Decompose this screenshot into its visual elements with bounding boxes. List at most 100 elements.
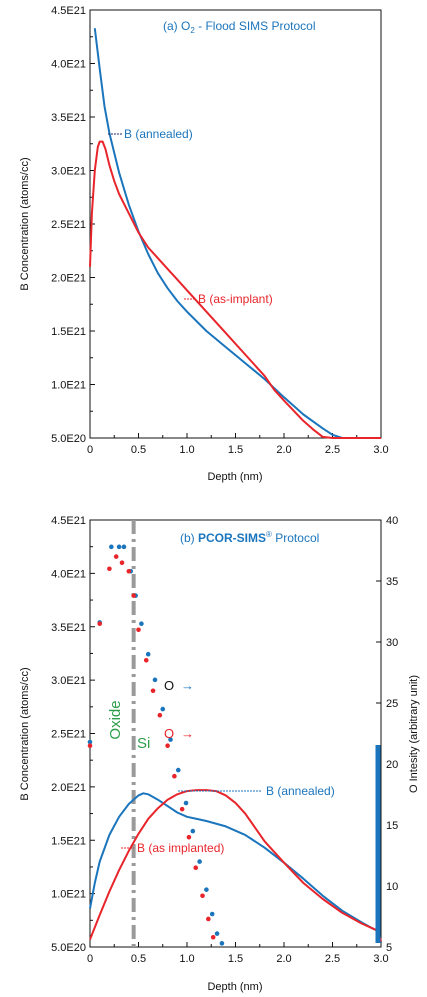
oxygen-point-as-implanted [179,806,185,812]
oxygen-point-annealed [160,706,166,712]
x-tick-label: 1.0 [179,444,194,456]
y2-tick-label: 15 [386,820,398,832]
panel-b-asimplant-label: B (as implanted) [137,841,224,855]
oxygen-point-as-implanted [165,743,170,748]
oxygen-point-annealed [121,544,127,550]
x-tick-label: 3.0 [373,444,388,456]
o-asimplant-label: O [164,726,174,741]
oxygen-point-as-implanted [172,773,177,779]
panel-b-title: (b) PCOR-SIMS® Protocol [180,530,319,545]
oxygen-point-as-implanted [206,916,211,922]
y-tick-label: 5.0E20 [51,942,86,954]
y-tick-label: 4.5E21 [51,5,86,17]
x-tick-label: 1.5 [228,444,243,456]
panel-a-x-label: Depth (nm) [207,471,262,483]
panel-b-chart: 0 0.5 1.0 1.5 2.0 2.5 3.0 5.0E20 1.0E21 1.5E21 2.… [19,515,420,993]
oxygen-point-annealed [190,828,196,834]
y-tick-label: 3.0E21 [51,166,86,178]
oxygen-point-as-implanted [113,554,119,559]
panel-a-x-axis: 0 0.5 1.0 1.5 2.0 2.5 3.0 [87,433,389,456]
oxygen-point-annealed [175,767,181,773]
panel-b-y-axis: 5.0E20 1.0E21 1.5E21 2.0E21 2.5E21 3.0E21 3.5E… [51,515,95,954]
series-line-annealed [93,28,381,439]
series-line-annealed [89,792,382,943]
panel-a-asimplant-label: B (as-implant) [198,292,273,306]
y2-tick-label: 20 [386,759,398,771]
x-tick-label: 0 [87,444,93,456]
oxygen-point-as-implanted [200,893,205,899]
oxide-region-label: Oxide [107,700,124,739]
panel-b-series-lines [89,789,382,943]
x-tick-label: 1.0 [179,953,194,965]
y-tick-label: 2.0E21 [51,273,86,285]
panel-b-y2-label: O Intesity (arbitrary unit) [408,675,420,793]
y-tick-label: 3.5E21 [51,112,86,124]
panel-b-y2-axis: 5 10 15 20 25 30 35 40 [376,515,398,954]
y-tick-label: 4.5E21 [51,515,86,527]
y2-tick-label: 35 [386,576,398,588]
oxygen-point-annealed [168,737,173,742]
y-tick-label: 2.5E21 [51,219,86,231]
o-asimplant-arrow-icon: → [181,726,194,741]
panel-b-x-axis: 0 0.5 1.0 1.5 2.0 2.5 3.0 [87,942,389,965]
x-tick-label: 2.0 [276,444,291,456]
oxygen-point-as-implanted [119,560,125,565]
y-tick-label: 2.0E21 [51,782,86,794]
x-tick-label: 0.5 [131,444,146,456]
oxygen-point-annealed [183,800,189,806]
y-tick-label: 1.5E21 [51,326,86,338]
oxygen-point-annealed [116,544,122,550]
panel-b-y-label: B Concentration (atoms/cc) [19,667,31,800]
series-line-as-implanted [89,789,382,942]
oxygen-point-annealed [87,739,93,745]
y2-tick-label: 5 [386,942,392,954]
si-region-label: Si [137,735,150,752]
oxygen-point-as-implanted [87,743,93,748]
x-tick-label: 2.0 [276,953,291,965]
oxygen-point-annealed [109,544,114,550]
x-tick-label: 0.5 [131,953,146,965]
y-tick-label: 1.5E21 [51,835,86,847]
panel-b-x-label: Depth (nm) [207,981,262,993]
oxygen-point-as-implanted [131,593,136,598]
oxygen-point-annealed [214,931,220,936]
panel-a-series-lines [89,28,381,439]
oxygen-point-annealed [145,651,151,657]
oxygen-point-annealed [209,911,215,917]
oxygen-point-as-implanted [97,621,102,626]
y-tick-label: 1.0E21 [51,889,86,901]
y2-tick-label: 25 [386,698,398,710]
oxygen-point-as-implanted [157,712,163,718]
oxygen-point-annealed [219,941,225,946]
x-tick-label: 3.0 [373,953,388,965]
x-tick-label: 2.5 [325,444,340,456]
panel-a-y-label: B Concentration (atoms/cc) [19,157,31,290]
y-tick-label: 4.0E21 [51,59,86,71]
x-tick-label: 0 [87,953,93,965]
y-tick-label: 1.0E21 [51,380,86,392]
oxygen-point-annealed [139,621,144,626]
oxygen-point-as-implanted [136,627,141,633]
oxygen-point-as-implanted [186,834,192,840]
y2-tick-label: 40 [386,515,398,527]
oxygen-point-as-implanted [143,658,149,663]
y2-tick-label: 10 [386,881,398,893]
y-tick-label: 5.0E20 [51,433,86,445]
y2-tick-label: 30 [386,637,398,649]
oxygen-point-as-implanted [193,865,199,870]
panel-a-y-axis: 5.0E20 1.0E21 1.5E21 2.0E21 2.5E21 3.0E21 3.5E… [51,5,95,445]
oxygen-point-as-implanted [126,568,132,574]
oxygen-point-as-implanted [150,688,156,694]
oxygen-point-annealed [152,677,158,683]
x-tick-label: 2.5 [325,953,340,965]
series-line-as-implanted [89,140,381,439]
y-tick-label: 3.0E21 [51,675,86,687]
panel-a-annealed-label: B (annealed) [124,127,193,141]
panel-b-oxygen-points [87,544,225,946]
panel-b-annealed-label: B (annealed) [266,784,335,798]
y-tick-label: 3.5E21 [51,622,86,634]
x-tick-label: 1.5 [228,953,243,965]
y-tick-label: 4.0E21 [51,568,86,580]
panel-a-chart: 0 0.5 1.0 1.5 2.0 2.5 3.0 5.0E20 1.0E21 1.5E21 2.… [19,5,389,483]
